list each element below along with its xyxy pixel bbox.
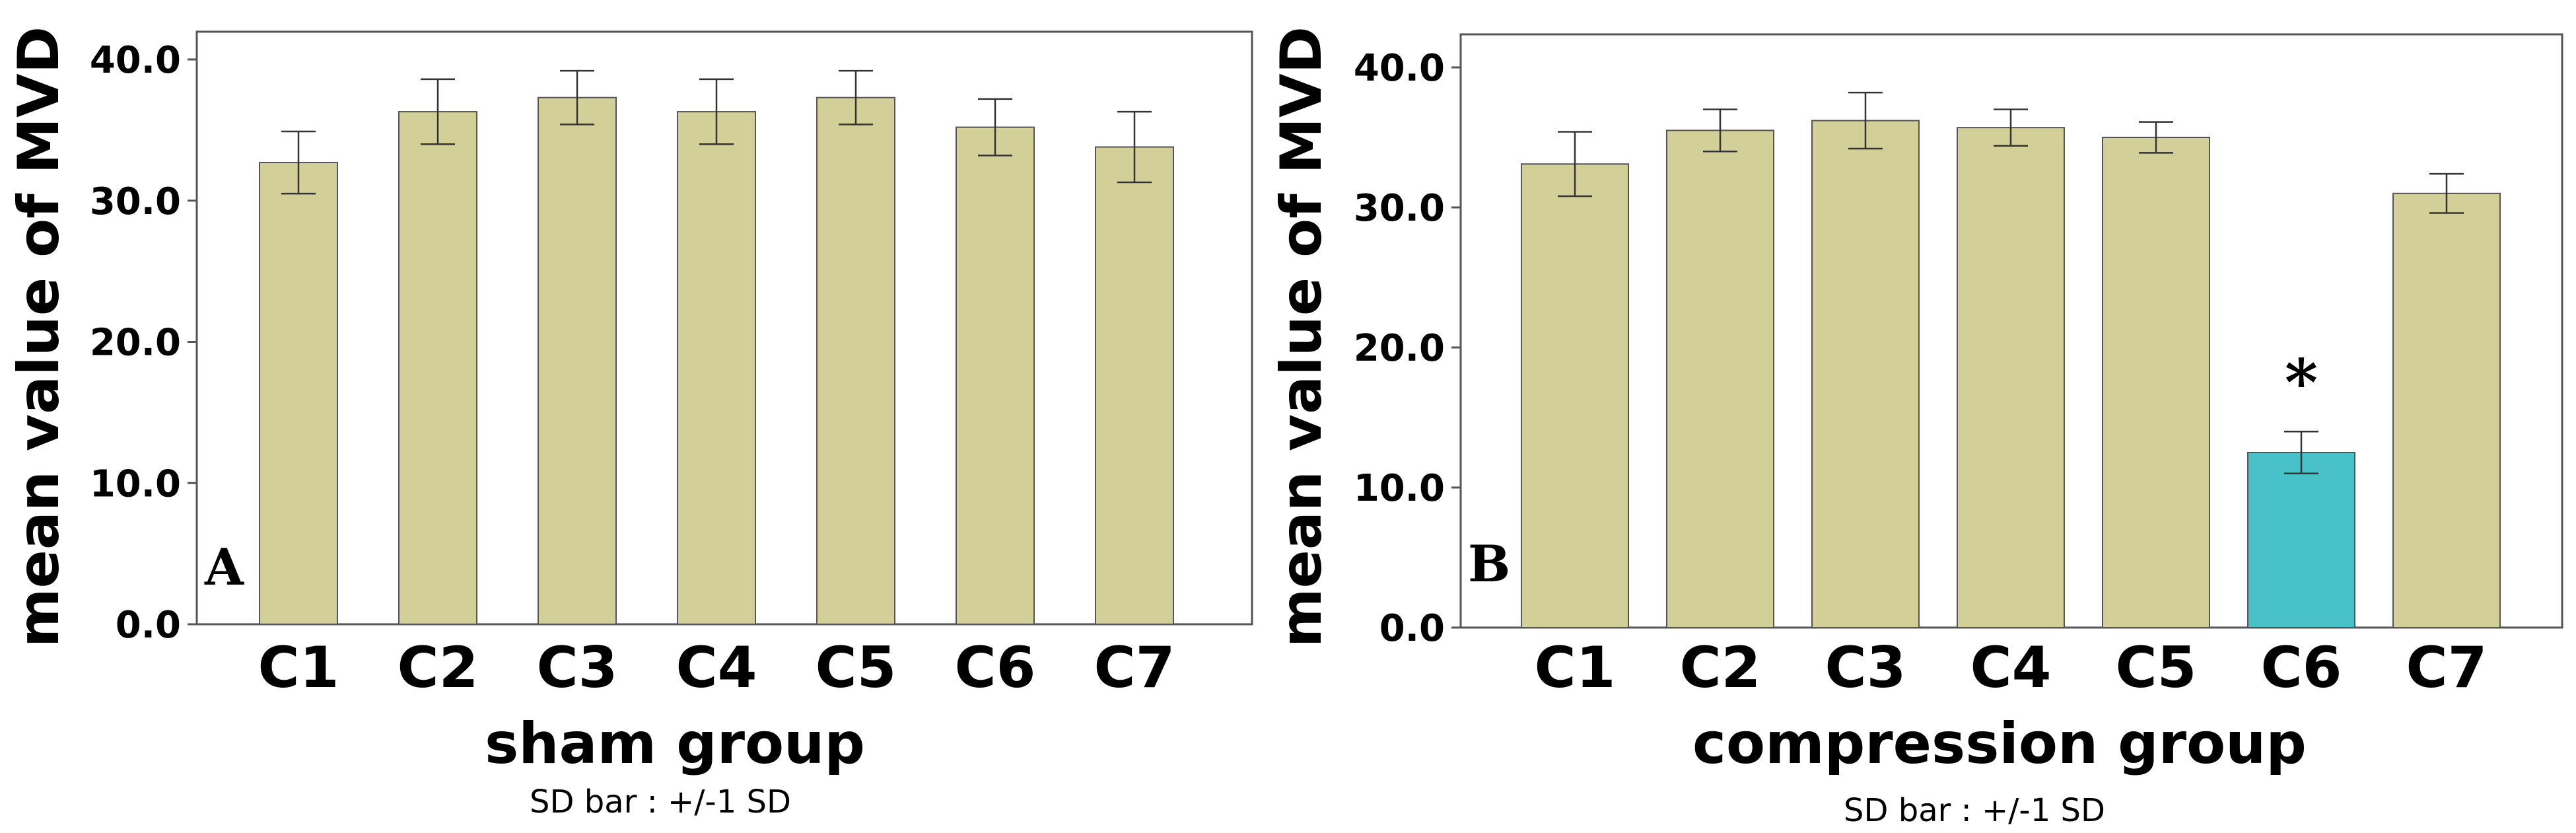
panel-b-x-tick-label: C1 <box>1535 635 1616 701</box>
panel-b-panel-letter: B <box>1468 534 1510 593</box>
panel-b-bar-c7 <box>2392 192 2501 628</box>
panel-a-x-tick-label: C4 <box>676 635 757 701</box>
panel-a-x-tick-label: C5 <box>816 635 897 701</box>
panel-b-y-tick-label: 10.0 <box>1354 467 1445 510</box>
panel-a-bar-c6 <box>956 126 1035 626</box>
panel-a-x-tick-label: C7 <box>1094 635 1175 701</box>
panel-b-bar-c1 <box>1521 163 1629 628</box>
panel-b-significance-marker: * <box>2285 345 2318 420</box>
panel-b-bar-c3 <box>1811 120 1920 628</box>
panel-a-bar-c7 <box>1095 146 1174 625</box>
panel-a-bar-c2 <box>398 111 477 625</box>
panel-b-y-axis-title: mean value of MVD <box>1269 26 1335 647</box>
panel-a-y-tick-label: 30.0 <box>90 180 181 223</box>
panel-a-panel-letter: A <box>204 538 244 597</box>
panel-a-x-axis-title: sham group <box>485 711 865 777</box>
panel-a-y-tick-label: 0.0 <box>116 604 181 647</box>
panel-a-bar-c3 <box>538 96 617 625</box>
panel-b-bar-c2 <box>1666 129 1774 628</box>
panel-b-x-axis-title: compression group <box>1692 711 2307 777</box>
panel-b-x-tick-label: C6 <box>2261 635 2342 701</box>
panel-a-sd-note: SD bar : +/-1 SD <box>530 783 791 820</box>
panel-a-y-tick-label: 10.0 <box>90 462 181 505</box>
panel-a-x-tick-label: C2 <box>398 635 479 701</box>
panel-b-bar-c5 <box>2102 137 2210 628</box>
panel-a-y-axis-title: mean value of MVD <box>6 26 72 647</box>
panel-b-x-tick-label: C5 <box>2116 635 2197 701</box>
panel-b-bar-c6 <box>2247 452 2355 628</box>
panel-a-bar-c1 <box>259 162 338 626</box>
panel-a-x-tick-label: C1 <box>258 635 339 701</box>
panel-b-x-tick-label: C4 <box>1970 635 2052 701</box>
panel-a-x-tick-label: C3 <box>537 635 618 701</box>
panel-b-x-tick-label: C2 <box>1680 635 1761 701</box>
panel-b-sd-note: SD bar : +/-1 SD <box>1844 792 2105 829</box>
panel-b-x-tick-label: C3 <box>1825 635 1906 701</box>
panel-b-y-tick-label: 20.0 <box>1354 327 1445 370</box>
panel-a-x-tick-label: C6 <box>955 635 1036 701</box>
panel-b-x-tick-label: C7 <box>2406 635 2488 701</box>
panel-a-bar-c4 <box>677 111 756 625</box>
panel-b-y-tick-label: 0.0 <box>1379 607 1445 650</box>
panel-a-y-tick-label: 20.0 <box>90 322 181 365</box>
panel-b-bar-c4 <box>1957 127 2065 629</box>
panel-a-bar-c5 <box>816 96 895 625</box>
panel-a-y-tick-label: 40.0 <box>90 39 181 82</box>
panel-b-y-tick-label: 30.0 <box>1354 187 1445 230</box>
panel-b-y-tick-label: 40.0 <box>1354 47 1445 90</box>
